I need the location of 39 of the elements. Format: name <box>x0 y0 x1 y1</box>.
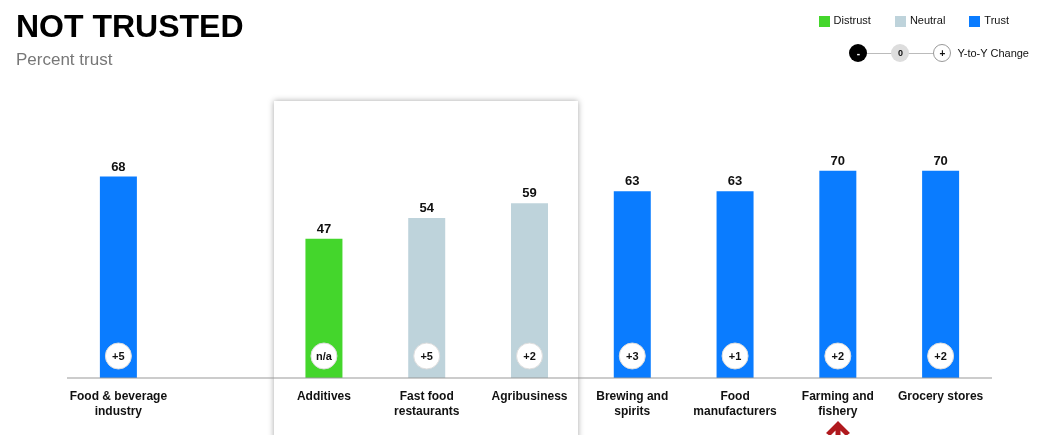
chart-title: NOT TRUSTED <box>16 8 244 45</box>
data-label: 54 <box>419 200 435 215</box>
annotation: +2 <box>934 350 947 362</box>
legend-label: Trust <box>984 14 1009 26</box>
data-label: 70 <box>830 152 846 168</box>
data-label: 59 <box>522 185 537 201</box>
x-tick-label: Additives <box>296 389 352 403</box>
scale-key: - 0 + <box>849 44 952 62</box>
annotation: +3 <box>626 350 639 362</box>
bar <box>99 176 137 378</box>
chart-subtitle: Percent trust <box>16 50 113 70</box>
data-label: 63 <box>625 173 640 189</box>
x-tick-label: Fast food restaurants <box>394 389 460 418</box>
data-label: 63 <box>727 173 743 189</box>
bar <box>511 203 548 378</box>
legend-label: Neutral <box>909 14 946 26</box>
annotation: +5 <box>112 350 125 362</box>
bar <box>922 170 960 378</box>
bar <box>305 238 343 378</box>
data-label: 68 <box>111 158 126 174</box>
x-tick-label: Food manufacturers <box>693 389 778 418</box>
data-label: 47 <box>316 220 332 236</box>
x-tick-label: Food & beverage industry <box>69 389 168 418</box>
legend-label: Distrust <box>833 14 871 26</box>
x-tick-label: Brewing and spirits <box>596 389 669 418</box>
x-tick-label: Grocery stores <box>897 389 984 403</box>
bar <box>716 191 754 378</box>
x-tick-label: Agribusiness <box>491 389 568 403</box>
x-tick-label: Farming and fishery <box>801 389 874 418</box>
annotation: +1 <box>728 350 742 362</box>
text: Y-to-Y Change <box>957 47 1029 59</box>
bar <box>613 191 651 378</box>
annotation: +5 <box>420 350 433 362</box>
bar <box>819 170 857 378</box>
annotation: +2 <box>831 350 845 362</box>
annotation: +2 <box>523 350 536 362</box>
data-label: 70 <box>933 152 948 168</box>
bar <box>408 218 446 378</box>
annotation: n/a <box>315 350 333 362</box>
